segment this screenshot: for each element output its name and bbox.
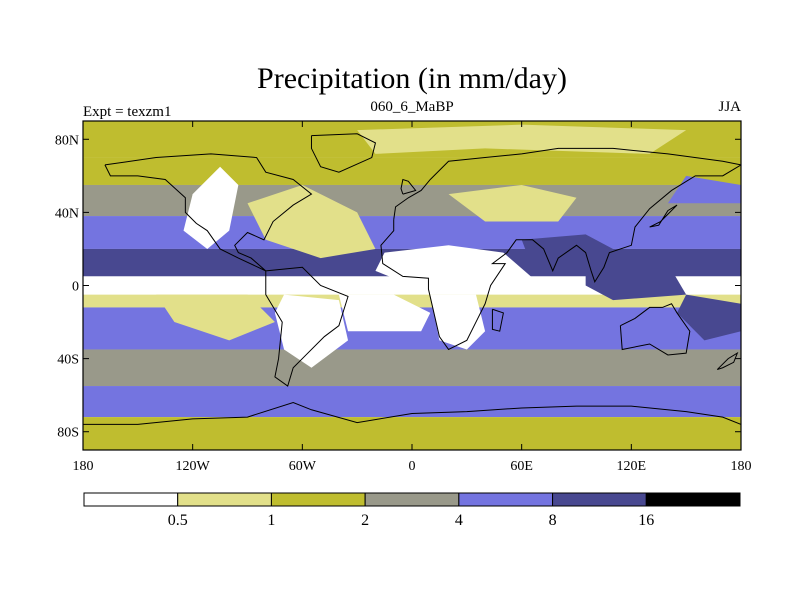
precip-band-9 [83, 386, 741, 418]
precip-region-north-america-dry [183, 166, 239, 249]
precip-region-south-pacific-convergence [677, 294, 741, 341]
x-tick-label-2: 60W [289, 459, 317, 474]
coastline-north-america [104, 153, 313, 272]
coastline-layer [83, 133, 741, 425]
precip-region-southern-africa-dry [430, 294, 486, 350]
experiment-label: Expt = texzm1 [83, 104, 171, 120]
precip-band-1 [83, 157, 741, 185]
colorbar-swatch-2 [270, 492, 366, 507]
precip-region-maritime-continent [585, 263, 687, 301]
colorbar-label-1: 1 [267, 512, 275, 529]
coastline-madagascar [491, 308, 504, 332]
precip-region-east-pacific-dry [156, 294, 275, 341]
colorbar-label-5: 16 [638, 512, 654, 529]
coastline-new-zealand [716, 351, 739, 371]
y-tick-label-1: 40N [55, 206, 79, 221]
season-label: JJA [718, 99, 741, 115]
colorbar: 0.5 1 2 4 8 16 [83, 492, 741, 529]
axis-ticks: 180 120W 60W 0 60E 120E 180 80N 40N 0 40S 80S [55, 121, 752, 474]
y-tick-label-3: 40S [57, 353, 79, 368]
precip-band-8 [83, 349, 741, 387]
period-label: 060_6_MaBP [370, 99, 453, 115]
coastline-greenland [310, 133, 377, 173]
y-tick-label-2: 0 [72, 280, 79, 295]
precip-region-south-america-dry [274, 294, 349, 368]
chart-title: Precipitation (in mm/day) [257, 62, 567, 95]
precip-region-arctic-eurasia [357, 124, 687, 154]
precip-region-sahara-dry [375, 245, 531, 295]
colorbar-label-4: 8 [549, 512, 557, 529]
precip-band-2 [83, 184, 741, 217]
precip-region-central-asia-dry [448, 184, 577, 222]
coastline-japan [649, 204, 678, 228]
precip-band-3 [83, 216, 741, 249]
x-tick-label-3: 0 [409, 459, 416, 474]
y-tick-label-0: 80N [55, 133, 79, 148]
precip-region-north-pacific-storm [667, 175, 741, 204]
y-tick-label-4: 80S [57, 426, 79, 441]
colorbar-swatch-4 [458, 492, 554, 507]
precip-region-south-atlantic-dry [338, 294, 431, 332]
x-tick-label-5: 120E [617, 459, 647, 474]
colorbar-label-0: 0.5 [168, 512, 188, 529]
x-tick-label-1: 120W [176, 459, 211, 474]
colorbar-swatch-1 [177, 492, 272, 507]
colorbar-swatch-6 [645, 492, 741, 507]
colorbar-label-2: 2 [361, 512, 369, 529]
coastline-australia [619, 303, 691, 356]
precipitation-field [83, 121, 741, 450]
coastline-eurasia-africa [380, 147, 741, 351]
coastline-britain [400, 178, 417, 195]
precip-region-north-atlantic-dry [247, 184, 376, 259]
x-tick-label-0: 180 [73, 459, 94, 474]
colorbar-label-3: 4 [455, 512, 463, 529]
x-tick-label-6: 180 [731, 459, 752, 474]
colorbar-swatch-3 [364, 492, 460, 507]
precip-region-south-asia-monsoon [521, 234, 614, 268]
colorbar-swatch-5 [552, 492, 647, 507]
x-tick-label-4: 60E [510, 459, 533, 474]
coastline-south-america [265, 266, 349, 387]
colorbar-swatch-0 [83, 492, 179, 507]
coastline-antarctica-coast [83, 401, 741, 425]
